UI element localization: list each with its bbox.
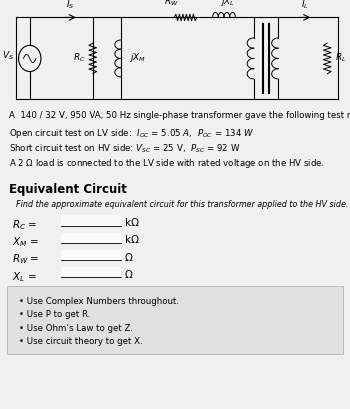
Bar [61,267,121,278]
Text: Short circuit test on HV side: $V_{SC}$ = 25 V,  $P_{SC}$ = 92 W: Short circuit test on HV side: $V_{SC}$ … [9,142,240,154]
Text: • Use Complex Numbers throughout.: • Use Complex Numbers throughout. [19,296,179,305]
Text: kΩ: kΩ [125,218,139,227]
Text: $I_S$: $I_S$ [66,0,74,11]
Text: kΩ: kΩ [125,235,139,245]
Text: $V_S$: $V_S$ [2,50,14,62]
Text: $jX_M$: $jX_M$ [129,51,146,64]
Text: Equivalent Circuit: Equivalent Circuit [9,182,127,196]
Text: $R_W$ =: $R_W$ = [12,252,40,266]
Text: • Use Ohm’s Law to get Z.: • Use Ohm’s Law to get Z. [19,323,133,332]
Text: $R_C$: $R_C$ [73,51,86,63]
Bar [61,233,121,243]
Text: $R_L$: $R_L$ [335,51,346,63]
Text: A  140 / 32 V, 950 VA, 50 Hz single-phase transformer gave the following test re: A 140 / 32 V, 950 VA, 50 Hz single-phase… [9,110,350,119]
Bar [61,250,121,261]
Text: A 2 $\Omega$ load is connected to the LV side with rated voltage on the HV side.: A 2 $\Omega$ load is connected to the LV… [9,157,324,170]
Text: • Use circuit theory to get X.: • Use circuit theory to get X. [19,337,143,346]
Text: $R_C$ =: $R_C$ = [12,218,38,231]
Text: $X_L$ =: $X_L$ = [12,269,37,283]
Text: $R_W$: $R_W$ [164,0,179,8]
Text: • Use P to get R.: • Use P to get R. [19,310,91,319]
Text: Find the approximate equivalent circuit for this transformer applied to the HV s: Find the approximate equivalent circuit … [16,200,348,209]
Text: $jX_L$: $jX_L$ [220,0,235,8]
Text: Ω: Ω [125,252,133,262]
Text: Ω: Ω [125,269,133,279]
Text: Open circuit test on LV side:  $I_{OC}$ = 5.05 $A$,  $P_{OC}$ = 134 $W$: Open circuit test on LV side: $I_{OC}$ =… [9,127,254,140]
Text: $X_M$ =: $X_M$ = [12,235,39,249]
Bar [61,216,121,226]
Text: $I_L$: $I_L$ [301,0,308,11]
FancyBboxPatch shape [7,287,343,354]
